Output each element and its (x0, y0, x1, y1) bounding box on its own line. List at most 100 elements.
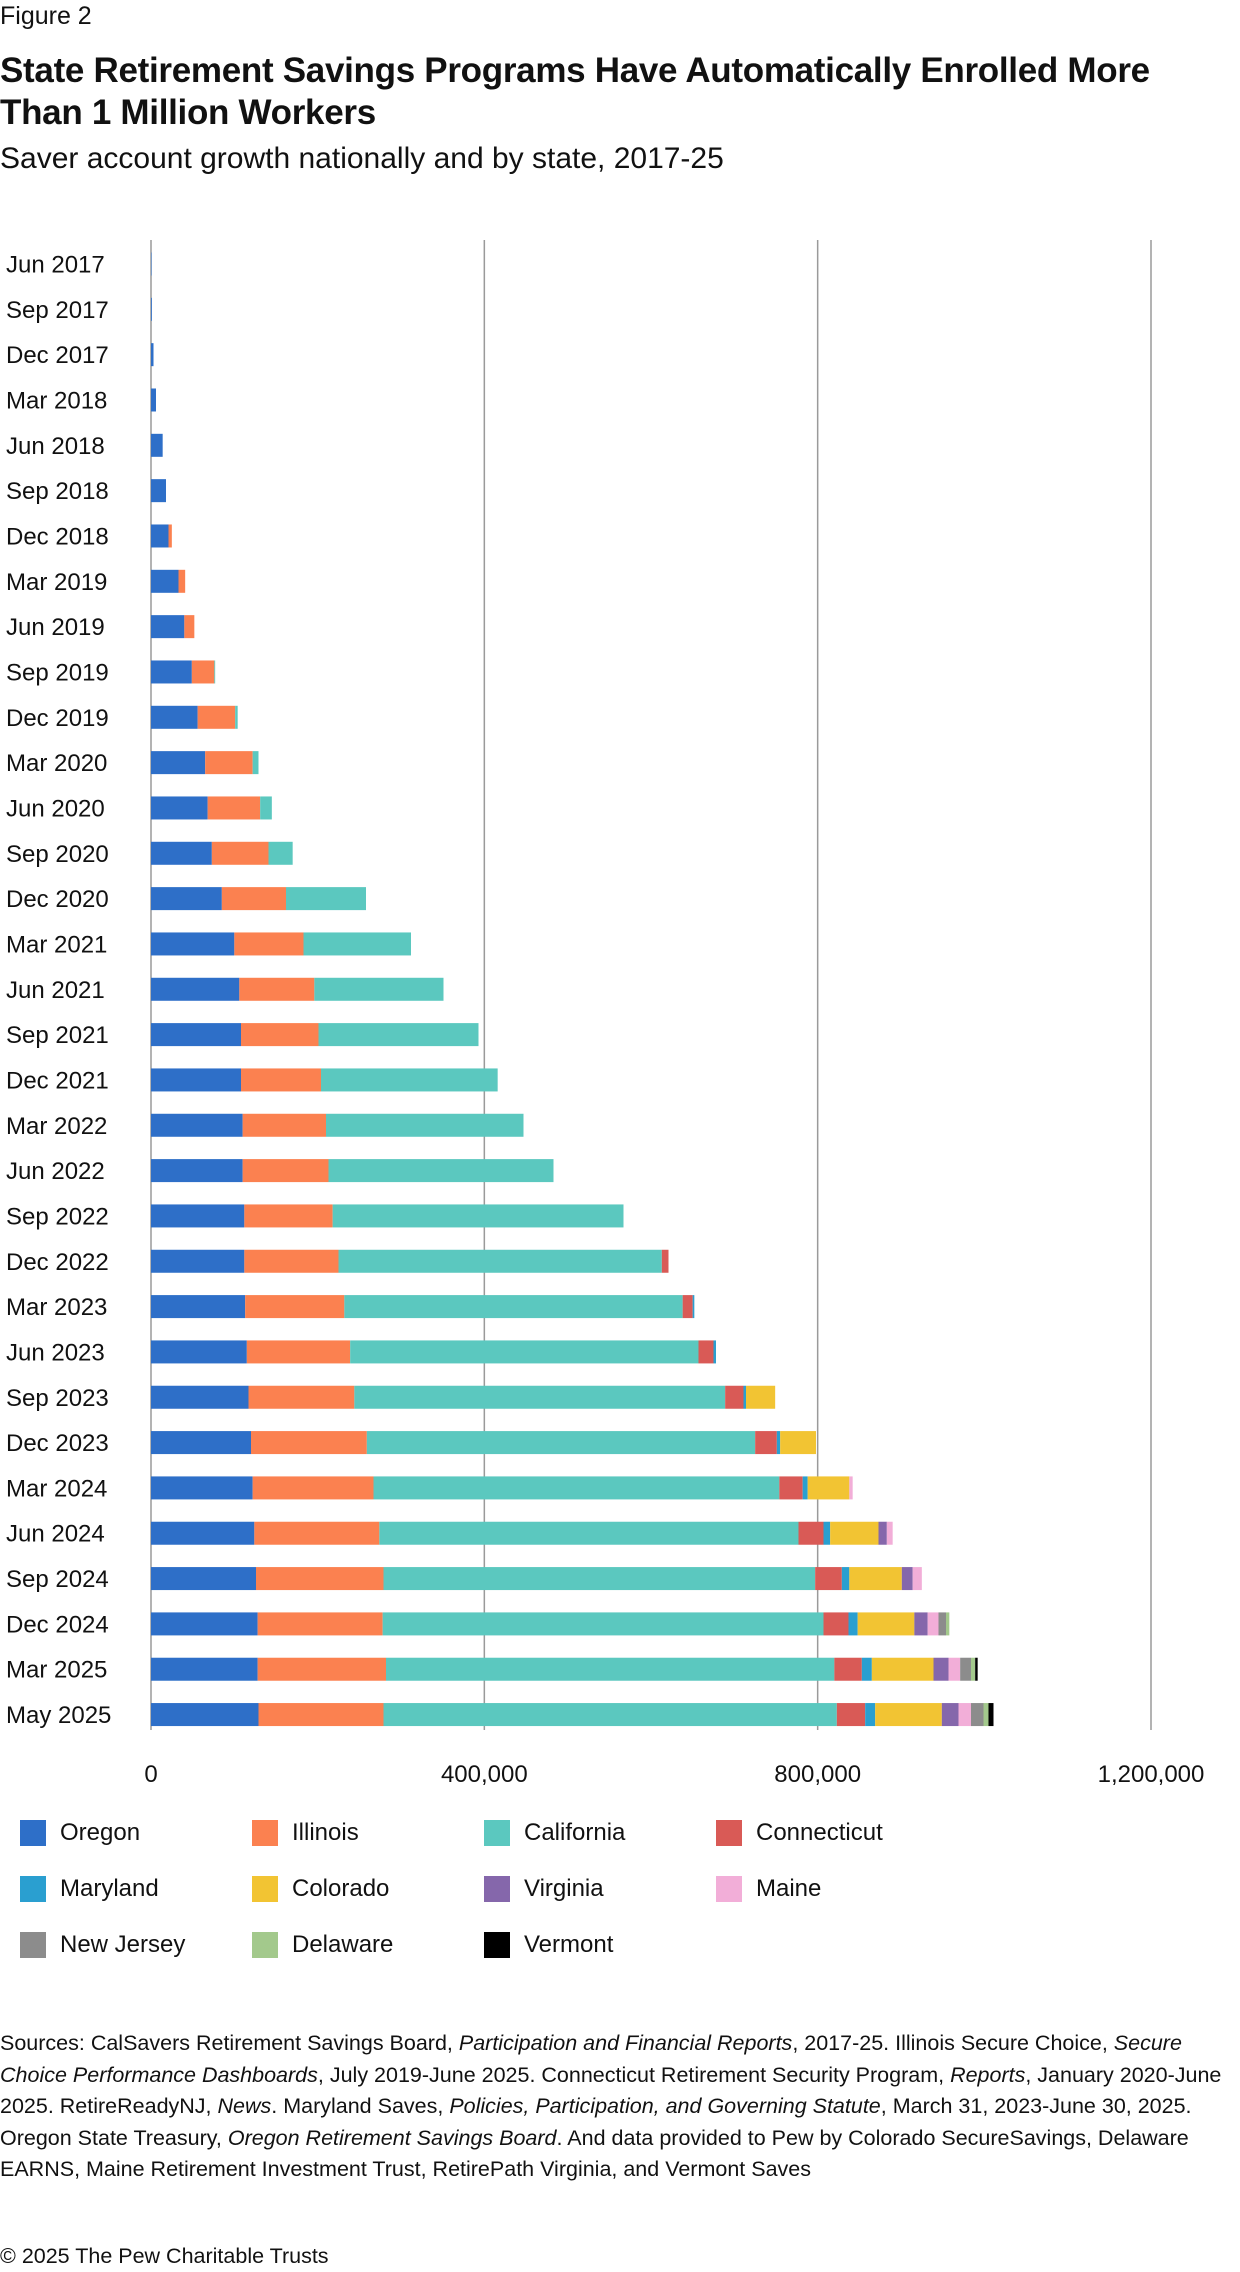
bar-segment (983, 1703, 989, 1727)
legend-swatch (20, 1932, 46, 1958)
bar-segment (958, 1703, 971, 1727)
legend-label: Vermont (524, 1931, 614, 1958)
category-label: Jun 2021 (6, 977, 105, 1004)
stacked-bar-chart: 0 400,000 800,000 1,200,000 Jun 2017 Sep 2017… (6, 240, 1205, 1788)
sources-report-4: News (217, 2094, 272, 2118)
category-label: Sep 2021 (6, 1022, 109, 1049)
legend-label: Illinois (292, 1819, 359, 1846)
bar-segment (151, 479, 166, 503)
bar-segment (841, 1567, 850, 1591)
bar-segment (252, 1476, 374, 1500)
bar-segment (780, 1431, 816, 1455)
bar-segment (260, 796, 272, 820)
bar-segment (151, 1703, 259, 1727)
bar-segment (151, 1431, 251, 1455)
legend-label: Colorado (292, 1875, 390, 1902)
bar-segment (849, 1476, 853, 1500)
bar-segment (857, 1612, 915, 1636)
category-label: Dec 2022 (6, 1249, 109, 1276)
category-label: Sep 2017 (6, 297, 109, 324)
bar-segment (830, 1521, 879, 1545)
legend-item: New Jersey (20, 1930, 185, 1960)
category-label: Dec 2021 (6, 1067, 109, 1094)
bar-segment (234, 932, 304, 956)
category-label: Sep 2019 (6, 659, 109, 686)
bar-segment (151, 1113, 243, 1137)
legend-item: Illinois (252, 1818, 359, 1848)
bar-segment (268, 841, 293, 865)
legend-label: Delaware (292, 1931, 394, 1958)
sources-report-2: Secure Choice Performance Dashboards (0, 2031, 1182, 2087)
bar-segment (865, 1703, 876, 1727)
bar-segment (151, 1159, 243, 1183)
bar-segment (151, 1612, 258, 1636)
category-label: Sep 2023 (6, 1385, 109, 1412)
bar-segment (286, 887, 366, 911)
bar-segment (246, 1340, 351, 1364)
sources-text-7: . And data provided to Pew by Colorado S… (0, 2125, 1189, 2182)
chart-subtitle: Saver account growth nationally and by s… (0, 142, 724, 175)
legend-label: Maryland (60, 1875, 159, 1902)
bar-segment (151, 569, 179, 593)
bar-segment (211, 841, 269, 865)
bar-segment (151, 1204, 245, 1228)
bar-segment (151, 1385, 249, 1409)
category-label: Jun 2018 (6, 433, 105, 460)
bar-segment (933, 1657, 949, 1681)
sources-text-2: , 2017-25. Illinois Secure Choice, (792, 2031, 1114, 2055)
copyright: © 2025 The Pew Charitable Trusts (0, 2244, 329, 2268)
bar-segment (314, 977, 444, 1001)
legend-item: Maryland (20, 1874, 159, 1904)
bar-segment (776, 1431, 781, 1455)
bar-segment (779, 1476, 803, 1500)
category-label: Dec 2024 (6, 1611, 109, 1638)
sources-report-3: Reports (950, 2062, 1026, 2087)
bar-segment (901, 1567, 913, 1591)
bar-segment (861, 1657, 872, 1681)
bar-segment (823, 1612, 849, 1636)
bar-segment (151, 297, 152, 321)
bar-segment (151, 660, 192, 684)
bar-segment (386, 1657, 835, 1681)
bar-segment (698, 1340, 714, 1364)
category-label: Mar 2019 (6, 569, 107, 596)
category-label: Sep 2018 (6, 478, 109, 505)
bar-segment (178, 569, 186, 593)
bar-segment (802, 1476, 808, 1500)
category-label: Mar 2018 (6, 387, 107, 414)
x-tick-label: 1,200,000 (1098, 1761, 1205, 1788)
bar-segment (151, 252, 152, 276)
legend-label: Oregon (60, 1819, 141, 1846)
bar-segment (241, 1023, 319, 1047)
bar-segment (221, 887, 286, 911)
category-label: Mar 2025 (6, 1657, 107, 1684)
legend-swatch (716, 1876, 742, 1902)
bar-segment (256, 1567, 384, 1591)
legend-swatch (484, 1820, 510, 1846)
bar-segment (151, 524, 169, 548)
bar-segment (807, 1476, 850, 1500)
sources-text-3: , July 2019-June 2025. Connecticut Retir… (317, 2062, 951, 2087)
legend-label: Connecticut (756, 1819, 883, 1846)
category-label: Mar 2023 (6, 1294, 107, 1321)
bar-segment (242, 1113, 326, 1137)
bar-segment (151, 615, 185, 639)
bar-segment (214, 660, 216, 684)
bar-segment (151, 887, 222, 911)
category-label: Jun 2023 (6, 1339, 105, 1366)
bar-segment (151, 1068, 241, 1092)
bar-segment (849, 1567, 902, 1591)
sources-note: Sources: CalSavers Retirement Savings Bo… (0, 2028, 1232, 2186)
bar-segment (382, 1612, 824, 1636)
bar-segment (713, 1340, 716, 1364)
bar-segment (151, 977, 240, 1001)
bar-segment (151, 1023, 241, 1047)
sources-text-1: Sources: CalSavers Retirement Savings Bo… (0, 2031, 459, 2055)
category-label: Mar 2022 (6, 1113, 107, 1140)
bar-segment (151, 343, 154, 367)
bar-segment (239, 977, 315, 1001)
legend-label: Virginia (524, 1875, 604, 1902)
bar-segment (344, 1295, 683, 1319)
bar-segment (661, 1249, 669, 1273)
bar-segment (746, 1385, 776, 1409)
